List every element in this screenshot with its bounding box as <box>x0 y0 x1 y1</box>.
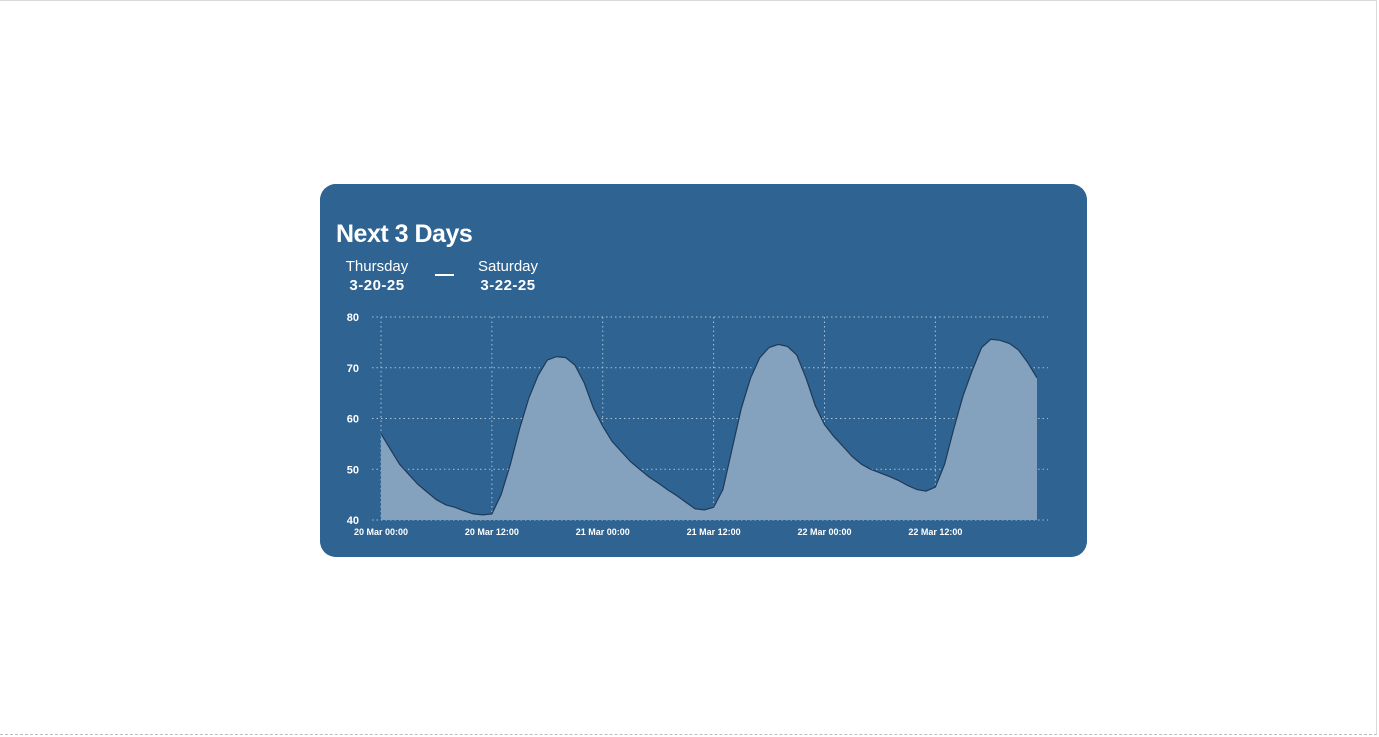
forecast-card: 40 50 60 70 80 20 Mar 00:00 20 Mar 12:00 21 Ma… <box>320 184 1087 557</box>
x-tick-label: 20 Mar 00:00 <box>354 527 408 537</box>
x-tick-label: 22 Mar 12:00 <box>908 527 962 537</box>
x-tick-label: 20 Mar 12:00 <box>465 527 519 537</box>
y-tick-label: 80 <box>347 312 359 324</box>
range-start-day: Thursday <box>345 258 409 275</box>
y-tick-label: 50 <box>347 464 359 476</box>
card-title: Next 3 Days <box>336 220 473 248</box>
range-start-date: 3-20-25 <box>349 277 405 294</box>
range-end: Saturday 3-22-25 <box>473 257 543 295</box>
temperature-line <box>380 338 1038 516</box>
y-tick-label: 70 <box>347 363 359 375</box>
x-axis-ticks: 20 Mar 00:00 20 Mar 12:00 21 Mar 00:00 21 M… <box>354 527 962 537</box>
range-end-date: 3-22-25 <box>480 277 536 294</box>
x-tick-label: 22 Mar 00:00 <box>797 527 851 537</box>
y-tick-label: 40 <box>347 515 359 527</box>
temperature-area-chart: 40 50 60 70 80 20 Mar 00:00 20 Mar 12:00 21 Ma… <box>320 184 1087 557</box>
temperature-area <box>381 339 1037 520</box>
range-end-day: Saturday <box>477 258 539 275</box>
y-tick-label: 60 <box>347 414 359 426</box>
x-tick-label: 21 Mar 12:00 <box>687 527 741 537</box>
y-axis-ticks: 40 50 60 70 80 <box>347 312 359 527</box>
range-separator <box>435 274 454 276</box>
x-tick-label: 21 Mar 00:00 <box>576 527 630 537</box>
range-start: Thursday 3-20-25 <box>342 257 412 295</box>
